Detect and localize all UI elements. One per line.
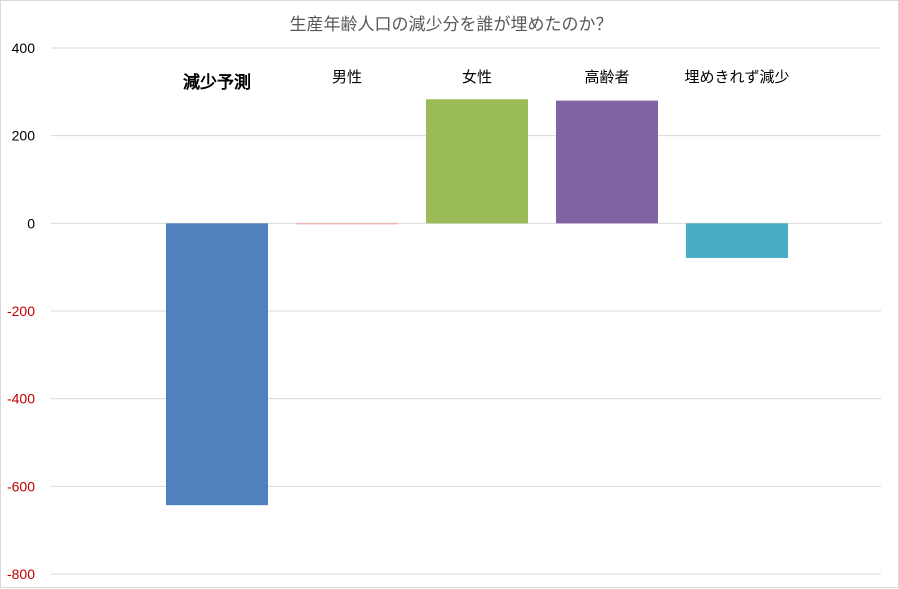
category-label: 高齢者: [584, 68, 629, 86]
bar: [686, 223, 788, 258]
bar: [296, 223, 398, 225]
bar: [166, 223, 268, 506]
y-tick-label: -800: [7, 566, 35, 582]
y-tick-label: -400: [7, 391, 35, 407]
y-tick-label: -600: [7, 478, 35, 494]
y-axis-ticks: 400 200 0 -200 -400 -600 -800: [7, 40, 35, 582]
chart-title: 生産年齢人口の減少分を誰が埋めたのか？: [290, 15, 613, 35]
y-tick-label: 400: [12, 40, 36, 56]
category-label: 減少予測: [183, 72, 251, 93]
y-tick-label: 200: [12, 128, 36, 144]
y-tick-label: 0: [27, 215, 35, 231]
category-label: 埋めきれず減少: [684, 68, 789, 86]
y-tick-label: -200: [7, 303, 35, 319]
category-label: 男性: [332, 68, 362, 86]
bars: [166, 99, 788, 506]
category-label: 女性: [462, 68, 492, 86]
bar: [426, 99, 528, 224]
bar: [556, 100, 658, 224]
category-labels: 減少予測 男性 女性 高齢者 埋めきれず減少: [183, 68, 790, 93]
